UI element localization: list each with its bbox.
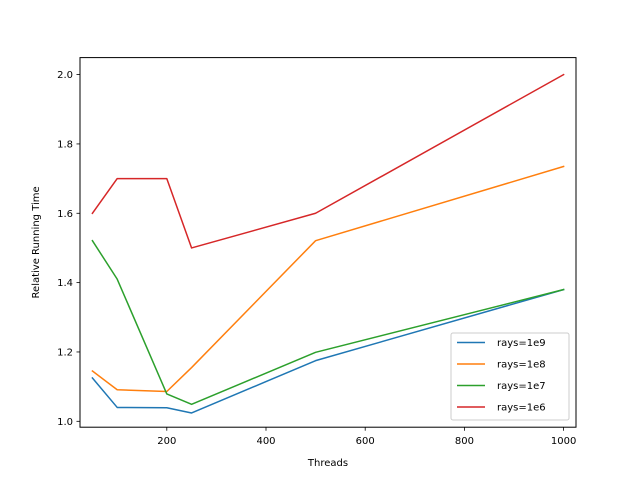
x-tick-label: 600 [356,436,375,447]
x-tick-label: 800 [455,436,474,447]
y-axis-label: Relative Running Time [31,186,42,298]
legend-label: rays=1e8 [497,360,546,371]
x-axis-ticks: 200 400 600 800 1000 [157,427,576,447]
y-tick-label: 1.2 [57,347,73,358]
legend-label: rays=1e7 [497,381,546,392]
x-tick-label: 200 [157,436,176,447]
legend-frame [450,332,570,421]
x-tick-label: 1000 [551,436,576,447]
legend-label: rays=1e9 [497,338,546,349]
y-tick-label: 1.6 [57,209,73,220]
x-axis-label: Threads [307,458,348,469]
y-tick-label: 1.4 [57,278,73,289]
plot-frame [79,57,577,428]
y-tick-label: 2.0 [57,70,73,81]
series-line-rays-1e7 [91,239,565,406]
plot-lines [91,73,565,414]
x-tick-label: 400 [256,436,275,447]
legend: rays=1e9 rays=1e8 rays=1e7 rays=1e6 [450,332,570,421]
legend-label: rays=1e6 [497,403,546,414]
series-line-rays-1e6 [91,73,565,249]
y-tick-label: 1.0 [57,417,73,428]
series-line-rays-1e8 [91,165,565,393]
series-line-rays-1e9 [91,288,565,414]
y-axis-ticks: 1.0 1.2 1.4 1.6 1.8 2.0 [57,70,80,428]
y-tick-label: 1.8 [57,139,73,150]
